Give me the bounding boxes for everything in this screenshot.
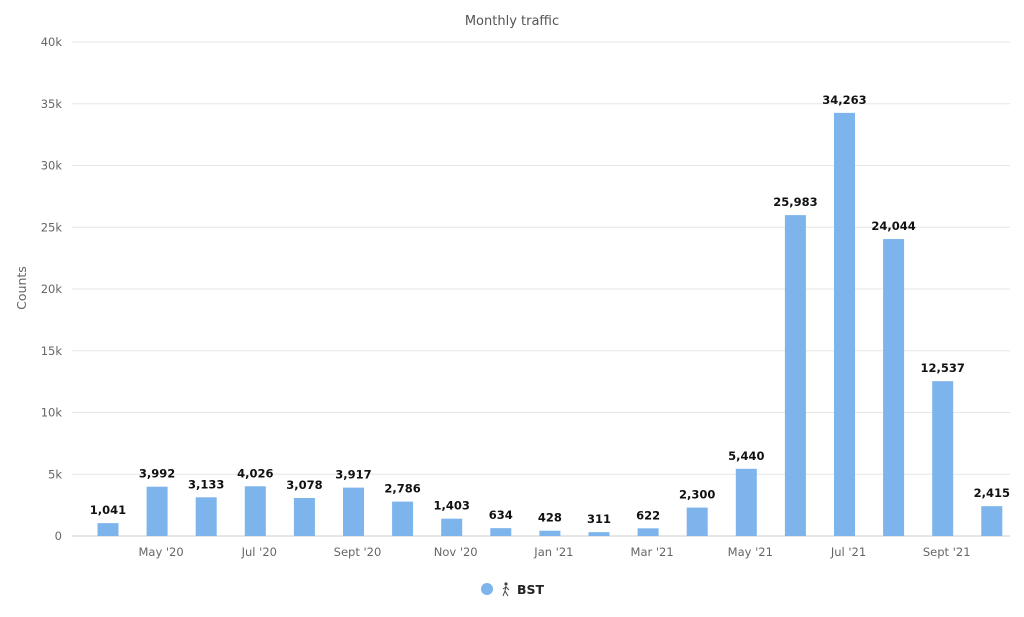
bars (97, 112, 1003, 537)
data-label: 12,537 (921, 361, 965, 375)
bar[interactable] (883, 239, 905, 537)
y-tick-label: 10k (41, 406, 63, 420)
data-label: 24,044 (871, 219, 915, 233)
y-axis-ticks: 0 5k 10k 15k 20k 25k 30k 35k 40k (41, 35, 63, 543)
chart-title: Monthly traffic (465, 14, 559, 29)
data-label: 2,300 (679, 488, 715, 502)
bar[interactable] (195, 497, 217, 536)
x-tick-label: Sept '21 (923, 545, 971, 559)
x-tick-label: May '21 (728, 545, 773, 559)
data-label: 1,403 (434, 499, 470, 513)
x-tick-label: Sept '20 (334, 545, 382, 559)
data-label: 428 (538, 511, 562, 525)
bar[interactable] (686, 507, 708, 536)
data-label: 622 (636, 508, 660, 522)
data-label: 3,992 (139, 467, 175, 481)
y-tick-label: 5k (48, 467, 62, 481)
y-axis-label: Counts (14, 266, 29, 310)
y-tick-label: 15k (41, 344, 63, 358)
y-tick-label: 40k (41, 35, 63, 49)
data-label: 4,026 (237, 466, 273, 480)
gridlines (72, 41, 1010, 537)
legend-marker[interactable] (481, 583, 493, 595)
bar[interactable] (293, 497, 315, 536)
bar[interactable] (539, 530, 561, 536)
legend[interactable]: BST (481, 582, 545, 597)
bar[interactable] (932, 381, 954, 536)
x-tick-label: Jan '21 (533, 545, 573, 559)
y-tick-label: 25k (41, 220, 63, 234)
x-tick-label: May '20 (138, 545, 183, 559)
x-tick-label: Jul '21 (830, 545, 866, 559)
bar[interactable] (441, 518, 463, 536)
x-axis-ticks: May '20 Jul '20 Sept '20 Nov '20 Jan '21 Mar … (138, 545, 970, 559)
bar[interactable] (343, 487, 364, 536)
hiking-person-icon (502, 582, 510, 597)
data-label: 1,041 (90, 503, 126, 517)
data-label: 311 (587, 512, 611, 526)
bar[interactable] (834, 112, 855, 536)
data-label: 2,415 (974, 486, 1010, 500)
data-label: 3,078 (286, 478, 322, 492)
bar[interactable] (244, 486, 266, 536)
data-label: 3,917 (335, 468, 371, 482)
y-tick-label: 0 (55, 529, 62, 543)
bar[interactable] (392, 501, 414, 536)
data-label: 2,786 (384, 482, 420, 496)
data-label: 5,440 (728, 449, 764, 463)
legend-label-bst[interactable]: BST (517, 582, 545, 597)
bar[interactable] (784, 215, 806, 536)
y-tick-label: 20k (41, 282, 63, 296)
data-label: 25,983 (773, 195, 817, 209)
bar[interactable] (735, 468, 757, 536)
bar[interactable] (637, 528, 659, 536)
bar[interactable] (97, 523, 119, 536)
bar[interactable] (490, 528, 512, 536)
x-tick-label: Mar '21 (631, 545, 674, 559)
data-label: 3,133 (188, 477, 224, 491)
x-tick-label: Nov '20 (434, 545, 478, 559)
data-label: 34,263 (822, 93, 866, 107)
x-tick-label: Jul '20 (241, 545, 277, 559)
y-tick-label: 30k (41, 159, 63, 173)
bar[interactable] (588, 532, 610, 536)
y-tick-label: 35k (41, 97, 63, 111)
bar[interactable] (146, 486, 168, 536)
data-label: 634 (489, 508, 513, 522)
bar[interactable] (981, 506, 1003, 536)
data-labels: 1,041 3,992 3,133 4,026 3,078 3,917 2,786 1,403… (90, 93, 1010, 526)
